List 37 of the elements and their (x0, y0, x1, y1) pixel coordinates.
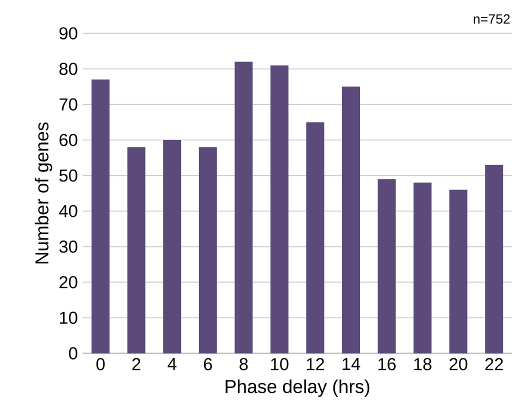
x-tick-label: 8 (240, 358, 248, 370)
bar (127, 147, 146, 354)
bar (92, 80, 110, 354)
x-tick-label: 0 (96, 358, 105, 370)
x-tick-label: 18 (414, 358, 432, 370)
y-tick-label: 20 (60, 276, 78, 288)
y-tick-label: 40 (59, 204, 78, 218)
x-axis-title: Phase delay (hrs) (226, 379, 370, 397)
bar (342, 86, 360, 354)
bar (449, 190, 468, 354)
bar (234, 62, 253, 354)
text: n=752 (474, 14, 510, 24)
x-tick-label: 14 (342, 358, 360, 370)
bar (163, 140, 182, 354)
x-tick-label: 20 (450, 358, 468, 370)
x-tick-label: 12 (306, 358, 324, 370)
x-tick-label: 16 (378, 358, 396, 370)
bar (198, 147, 217, 354)
y-tick-label: 30 (59, 240, 78, 253)
y-tick-label: 10 (60, 312, 78, 324)
x-tick-label: 6 (204, 358, 212, 370)
x-tick-label: 22 (485, 358, 503, 370)
y-axis-title: Number of genes (34, 122, 52, 264)
bar (485, 164, 504, 354)
y-tick-label: 60 (60, 134, 78, 146)
y-tick-label: 0 (68, 347, 78, 360)
y-tick-label: 90 (60, 27, 78, 40)
x-tick-label: 10 (271, 358, 288, 370)
y-tick-label: 70 (60, 98, 78, 111)
y-tick-label: 80 (59, 62, 78, 76)
bar (306, 122, 324, 354)
y-tick-label: 50 (59, 169, 78, 182)
bar (270, 65, 288, 354)
bar (414, 182, 432, 354)
bar (378, 179, 396, 354)
x-tick-label: 2 (132, 358, 140, 370)
x-tick-label: 4 (168, 358, 176, 370)
